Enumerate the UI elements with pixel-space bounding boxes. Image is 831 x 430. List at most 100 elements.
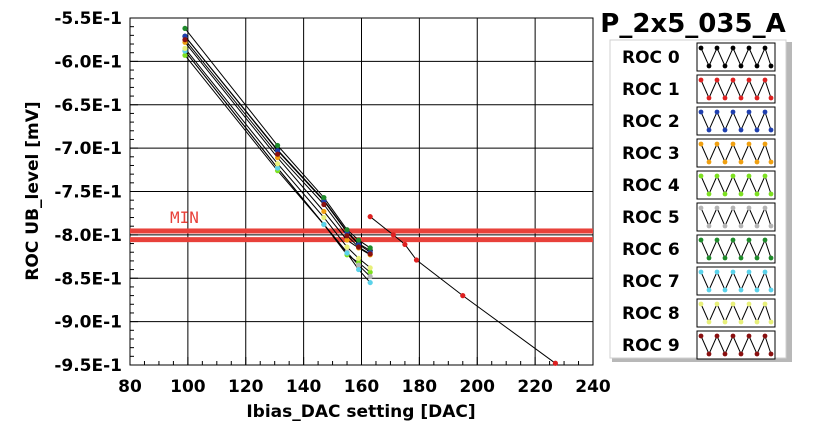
legend-swatch-marker — [714, 173, 720, 179]
legend-swatch-marker — [762, 237, 768, 243]
min-threshold-line — [130, 237, 593, 243]
legend-swatch-marker — [730, 141, 736, 147]
legend-label: ROC 1 — [622, 80, 680, 100]
legend-swatch-marker — [762, 269, 768, 275]
data-point — [367, 279, 373, 286]
legend-swatch-marker — [768, 319, 774, 325]
y-tick-label: -6.0E-1 — [54, 52, 122, 72]
legend-shadow-bottom — [612, 358, 792, 362]
legend-swatch-line — [700, 334, 772, 356]
legend-swatch-marker — [754, 127, 760, 133]
legend-swatch-marker — [754, 159, 760, 165]
data-point — [367, 269, 373, 275]
legend-swatch-line — [700, 142, 772, 164]
legend-swatch-marker — [730, 301, 736, 307]
legend-shadow — [786, 42, 792, 362]
legend-swatch-marker — [768, 95, 774, 101]
legend-swatch-marker — [722, 319, 728, 325]
legend-swatch-marker — [754, 63, 760, 69]
legend-swatch-marker — [714, 269, 720, 275]
data-point — [367, 265, 373, 271]
legend-swatch-marker — [730, 205, 736, 211]
data-point — [413, 257, 420, 263]
legend-swatch-marker — [722, 127, 728, 133]
legend-swatch-marker — [738, 319, 744, 325]
grid — [130, 18, 593, 365]
legend-label: ROC 6 — [622, 240, 680, 260]
legend-swatch-marker — [698, 301, 704, 307]
series-line — [369, 216, 556, 364]
legend-swatch-marker — [762, 77, 768, 83]
data-point — [390, 232, 396, 238]
legend-swatch-marker — [714, 301, 720, 307]
legend-swatch-marker — [706, 255, 712, 261]
legend-swatch-marker — [714, 77, 720, 83]
x-tick-label: 120 — [228, 377, 264, 397]
legend-swatch-marker — [768, 159, 774, 165]
legend-swatch-marker — [714, 45, 720, 51]
x-tick-label: 200 — [460, 377, 496, 397]
legend-swatch-marker — [762, 173, 768, 179]
legend-swatch-marker — [762, 333, 768, 339]
legend-label: ROC 4 — [622, 176, 680, 196]
data-point — [344, 233, 350, 239]
legend-swatch-marker — [762, 45, 768, 51]
legend-swatch-marker — [746, 269, 752, 275]
legend-swatch-marker — [730, 173, 736, 179]
legend-entries: ROC 0 ROC 1 ROC 2 ROC 3 ROC 4 ROC 5 ROC 6 ROC 7… — [622, 42, 776, 360]
legend-swatch-line — [700, 174, 772, 196]
legend-swatch-marker — [714, 237, 720, 243]
legend-swatch-line — [700, 206, 772, 228]
chart-title: P_2x5_035_A — [600, 9, 785, 39]
data-point — [321, 214, 327, 221]
data-point — [321, 221, 327, 228]
x-tick-label: 240 — [575, 377, 611, 397]
legend-swatch-line — [700, 110, 772, 132]
y-axis-title: ROC UB_level [mV] — [23, 101, 43, 280]
data-point — [367, 245, 373, 251]
x-tick-label: 160 — [344, 377, 380, 397]
x-tick-label: 80 — [118, 377, 142, 397]
data-point — [182, 52, 188, 58]
y-tick-label: -5.5E-1 — [54, 9, 122, 29]
legend-swatch-marker — [738, 255, 744, 261]
legend-swatch-marker — [746, 205, 752, 211]
data-point — [367, 214, 373, 220]
legend-swatch-marker — [722, 191, 728, 197]
legend-swatch-marker — [746, 301, 752, 307]
data-point — [367, 273, 373, 280]
legend-swatch-marker — [722, 255, 728, 261]
legend-swatch-marker — [738, 95, 744, 101]
legend-swatch-marker — [698, 205, 704, 211]
x-axis-title: Ibias_DAC setting [DAC] — [246, 402, 475, 422]
data-point — [344, 244, 350, 250]
min-label: MIN — [170, 208, 199, 227]
legend-swatch-marker — [738, 351, 744, 357]
legend-swatch-marker — [706, 223, 712, 229]
legend-swatch-marker — [754, 255, 760, 261]
legend-swatch-marker — [738, 191, 744, 197]
legend-swatch-marker — [754, 191, 760, 197]
series-line — [184, 50, 371, 283]
y-tick-label: -6.5E-1 — [54, 96, 122, 116]
min-threshold-line — [130, 228, 593, 234]
legend-swatch-marker — [722, 223, 728, 229]
legend-swatch-marker — [722, 95, 728, 101]
legend-swatch-marker — [730, 333, 736, 339]
data-point — [321, 194, 327, 201]
legend-label: ROC 8 — [622, 304, 680, 324]
legend-swatch-marker — [754, 351, 760, 357]
series-lines — [182, 25, 558, 366]
legend-swatch-marker — [730, 45, 736, 51]
data-point — [460, 293, 466, 299]
legend-swatch-line — [700, 46, 772, 68]
legend-swatch-marker — [706, 127, 712, 133]
data-point — [182, 25, 188, 32]
legend-label: ROC 3 — [622, 144, 680, 164]
legend-swatch-marker — [706, 159, 712, 165]
legend-swatch-line — [700, 238, 772, 260]
legend-swatch-marker — [722, 287, 728, 293]
legend-label: ROC 9 — [622, 336, 680, 356]
data-point — [356, 237, 362, 243]
